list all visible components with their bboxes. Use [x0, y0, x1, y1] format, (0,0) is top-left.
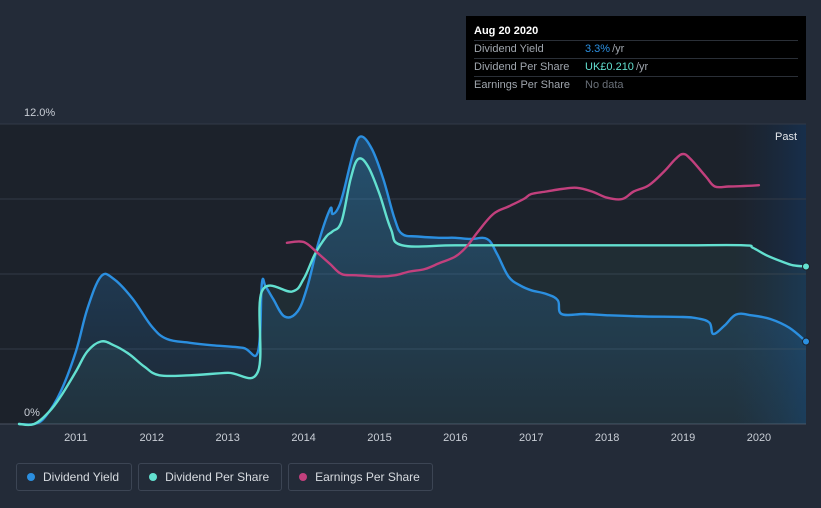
tooltip-label: Dividend Yield: [474, 43, 544, 55]
x-tick-label: 2011: [64, 432, 88, 444]
x-tick-label: 2016: [443, 432, 467, 444]
tooltip-row-dividend-yield: Dividend Yield 3.3% /yr: [474, 40, 798, 58]
x-tick-label: 2015: [367, 432, 391, 444]
x-tick-label: 2019: [671, 432, 695, 444]
tooltip-unit: /yr: [612, 43, 625, 55]
y-axis-bottom-label: 0%: [24, 407, 40, 419]
dividend-per-share-line: [17, 157, 808, 427]
x-tick-label: 2020: [747, 432, 771, 444]
tooltip-label: Dividend Per Share: [474, 61, 570, 73]
legend-dot-icon: [299, 473, 308, 481]
dividend-yield-end-point: [802, 337, 810, 346]
tooltip-value: 3.3%: [585, 43, 611, 55]
tooltip-label: Earnings Per Share: [474, 79, 570, 91]
tooltip-date: Aug 20 2020: [474, 25, 539, 37]
dividend-per-share-end-point: [802, 262, 810, 271]
x-tick-label: 2014: [291, 432, 315, 444]
x-tick-label: 2018: [595, 432, 619, 444]
legend-item-dividend-yield[interactable]: Dividend Yield: [16, 463, 133, 491]
dividend-per-share-area: [18, 158, 807, 426]
x-tick-label: 2017: [519, 432, 543, 444]
legend-item-dividend-per-share[interactable]: Dividend Per Share: [138, 463, 283, 491]
legend-label: Dividend Per Share: [165, 470, 270, 484]
legend-item-earnings-per-share[interactable]: Earnings Per Share: [288, 463, 433, 491]
legend-label: Dividend Yield: [43, 470, 120, 484]
earnings-per-share-line: [285, 152, 761, 278]
tooltip-row-dividend-per-share: Dividend Per Share UK£0.210 /yr: [474, 58, 798, 76]
y-axis-top-label: 12.0%: [24, 107, 55, 119]
tooltip-value: No data: [585, 79, 624, 91]
x-tick-label: 2013: [215, 432, 239, 444]
legend-dot-icon: [149, 473, 158, 481]
tooltip-row-earnings-per-share: Earnings Per Share No data: [474, 76, 798, 94]
tooltip-value: UK£0.210: [585, 61, 634, 73]
chart: 2011 2012 2013 2014 2015 2016 2017 2018 2019 2020…: [0, 107, 810, 444]
dividend-yield-line: [17, 135, 808, 426]
past-label: Past: [775, 131, 797, 143]
x-tick-label: 2012: [140, 432, 164, 444]
legend-dot-icon: [27, 473, 35, 481]
dividend-yield-area: [18, 136, 807, 425]
legend: Dividend Yield Dividend Per Share Earnin…: [16, 463, 433, 491]
legend-label: Earnings Per Share: [315, 470, 420, 484]
tooltip: Aug 20 2020 Dividend Yield 3.3% /yr Divi…: [466, 16, 806, 100]
tooltip-unit: /yr: [635, 61, 649, 73]
